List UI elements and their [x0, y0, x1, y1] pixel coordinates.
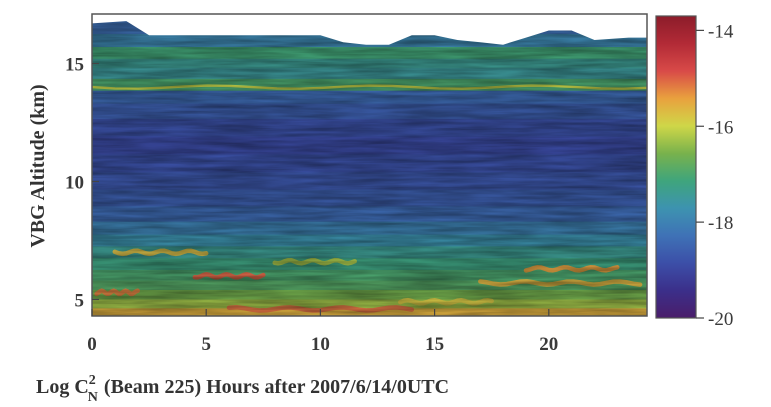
- y-tick-label: 5: [75, 290, 85, 311]
- no-data-region: [92, 14, 647, 45]
- x-tick-label: 15: [425, 334, 444, 355]
- colorbar-ticks: -14 -16 -18 -20: [696, 21, 734, 330]
- caption-log-c: Log C: [36, 376, 89, 398]
- colorbar: -14 -16 -18 -20: [655, 15, 734, 330]
- caption-subscript: N: [88, 390, 98, 405]
- y-tick-label: 10: [65, 173, 84, 194]
- colorbar-gradient: [656, 16, 696, 318]
- colorbar-frame: [655, 15, 697, 319]
- y-axis-label: VBG Altitude (km): [27, 84, 49, 247]
- heatmap-plot: [91, 13, 648, 317]
- x-tick-label: 0: [87, 334, 97, 355]
- y-axis: 5 10 15: [65, 55, 99, 311]
- caption: Log C2 N (Beam 225) Hours after 2007/6/14/…: [36, 373, 449, 405]
- colorbar-tick-label: -16: [708, 117, 733, 138]
- x-tick-label: 5: [201, 334, 211, 355]
- x-tick-label: 20: [539, 334, 558, 355]
- x-axis: 0 5 10 15 20: [87, 309, 558, 355]
- colorbar-tick-label: -20: [708, 309, 733, 330]
- colorbar-tick-label: -14: [708, 21, 734, 42]
- colorbar-tick-label: -18: [708, 213, 733, 234]
- y-tick-label: 15: [65, 55, 84, 76]
- plot-frame: [91, 13, 648, 317]
- texture-overlay: [92, 14, 647, 316]
- caption-rest: (Beam 225) Hours after 2007/6/14/0UTC: [104, 376, 449, 398]
- x-tick-label: 10: [311, 334, 330, 355]
- caption-superscript: 2: [89, 373, 96, 388]
